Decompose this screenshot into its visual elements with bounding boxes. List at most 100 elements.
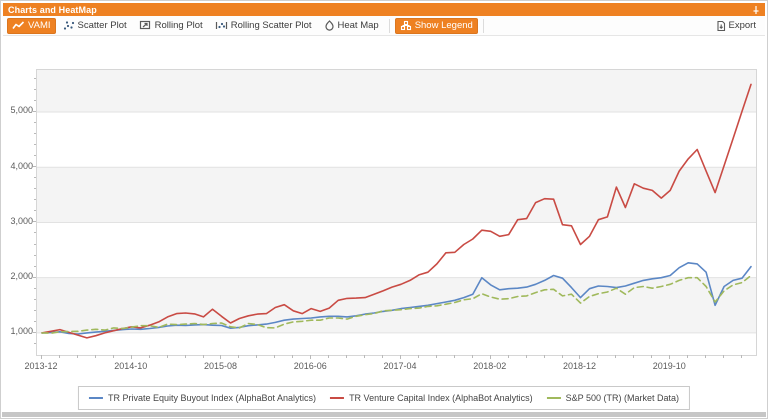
tab-rolling-scatter-plot[interactable]: Rolling Scatter Plot xyxy=(210,18,317,34)
axis-tick-mark xyxy=(525,355,527,358)
axis-tick-mark xyxy=(34,298,36,300)
tab-rolling-scatter-plot-label: Rolling Scatter Plot xyxy=(230,20,312,31)
axis-tick-label: 2018-02 xyxy=(473,361,507,371)
tab-vami[interactable]: VAMI xyxy=(7,17,56,34)
title-bar: Charts and HeatMap xyxy=(3,3,765,16)
plot-area[interactable] xyxy=(36,69,757,356)
line-chart-icon xyxy=(12,20,25,31)
axis-tick-label: 2,000 xyxy=(10,271,33,282)
axis-tick-mark xyxy=(34,309,36,311)
axis-tick-mark xyxy=(220,355,222,359)
axis-tick-mark xyxy=(33,331,36,333)
axis-tick-mark xyxy=(34,99,36,101)
axis-tick-mark xyxy=(561,355,563,358)
rolling-plot-icon xyxy=(139,20,152,31)
axis-tick-mark xyxy=(34,243,36,245)
axis-tick-mark xyxy=(130,355,132,359)
axis-tick-mark xyxy=(471,355,473,358)
axis-tick-mark xyxy=(399,355,401,359)
axis-tick-mark xyxy=(34,287,36,289)
legend-marker-green xyxy=(546,397,561,399)
rolling-scatter-plot-icon xyxy=(215,20,228,31)
axis-tick-mark xyxy=(579,355,581,359)
axis-tick-mark xyxy=(382,355,384,358)
axis-tick-mark xyxy=(202,355,204,358)
legend-marker-blue xyxy=(88,397,103,399)
chart-panel: 1,000 2,000 3,000 4,000 5,000 2013-12 2014-10 2… xyxy=(3,37,765,411)
axis-tick-mark xyxy=(58,355,60,358)
legend-item-pe-buyout: TR Private Equity Buyout Index (AlphaBot… xyxy=(88,393,317,403)
tab-scatter-plot-label: Scatter Plot xyxy=(77,20,127,31)
axis-tick-mark xyxy=(364,355,366,358)
axis-tick-label: 2019-10 xyxy=(652,361,686,371)
tab-scatter-plot[interactable]: Scatter Plot xyxy=(58,18,132,34)
axis-tick-label: 2018-12 xyxy=(562,361,596,371)
axis-tick-mark xyxy=(687,355,689,358)
axis-tick-label: 2015-08 xyxy=(203,361,237,371)
axis-tick-mark xyxy=(310,355,312,359)
axis-tick-label: 5,000 xyxy=(10,105,33,116)
axis-tick-mark xyxy=(34,265,36,267)
show-legend-icon xyxy=(400,20,412,31)
toolbar-separator xyxy=(482,18,484,33)
axis-tick-mark xyxy=(41,355,42,359)
axis-tick-label: 2014-10 xyxy=(114,361,148,371)
axis-tick-mark xyxy=(669,355,671,359)
scatter-plot-icon xyxy=(63,20,75,31)
axis-tick-label: 2016-06 xyxy=(293,361,327,371)
axis-tick-mark xyxy=(597,355,599,358)
plot-svg xyxy=(37,70,756,339)
chart-legend: TR Private Equity Buyout Index (AlphaBot… xyxy=(77,386,691,410)
axis-tick-mark xyxy=(543,355,545,358)
axis-tick-mark xyxy=(489,355,491,359)
toggle-show-legend[interactable]: Show Legend xyxy=(394,17,478,34)
axis-tick-mark xyxy=(274,355,276,358)
axis-tick-label: 2013-12 xyxy=(24,361,58,371)
axis-tick-mark xyxy=(34,155,36,157)
axis-tick-mark xyxy=(148,355,150,358)
axis-tick-mark xyxy=(346,355,348,358)
heat-map-icon xyxy=(324,20,335,31)
export-icon xyxy=(716,20,726,32)
axis-tick-mark xyxy=(94,355,96,358)
export-button-label: Export xyxy=(728,20,756,31)
window-bottom-edge[interactable] xyxy=(2,412,766,417)
axis-tick-mark xyxy=(417,355,419,358)
axis-tick-mark xyxy=(507,355,509,358)
chart-toolbar: VAMI Scatter Plot Rolling Plot xyxy=(3,16,765,36)
axis-tick-mark xyxy=(651,355,653,358)
axis-tick-label: 1,000 xyxy=(10,326,33,337)
axis-tick-mark xyxy=(615,355,617,358)
tab-heat-map[interactable]: Heat Map xyxy=(319,18,384,34)
tab-vami-label: VAMI xyxy=(28,20,51,31)
axis-tick-mark xyxy=(723,355,725,358)
axis-tick-mark xyxy=(633,355,635,358)
axis-tick-mark xyxy=(34,88,36,90)
axis-tick-mark xyxy=(328,355,330,358)
axis-tick-mark xyxy=(34,320,36,322)
legend-item-sp500: S&P 500 (TR) (Market Data) xyxy=(546,393,680,403)
axis-tick-mark xyxy=(705,355,707,358)
toolbar-separator xyxy=(388,18,390,33)
axis-tick-mark xyxy=(34,210,36,212)
window-title: Charts and HeatMap xyxy=(8,4,97,15)
axis-tick-label: 2017-04 xyxy=(383,361,417,371)
axis-tick-label: 4,000 xyxy=(10,160,33,171)
axis-tick-mark xyxy=(238,355,240,358)
tab-rolling-plot-label: Rolling Plot xyxy=(154,20,203,31)
legend-label: TR Private Equity Buyout Index (AlphaBot… xyxy=(107,393,317,403)
vami-chart: 1,000 2,000 3,000 4,000 5,000 2013-12 2014-10 2… xyxy=(3,37,765,411)
export-button[interactable]: Export xyxy=(711,18,761,34)
axis-tick-label: 3,000 xyxy=(10,215,33,226)
pin-icon[interactable] xyxy=(752,5,760,15)
axis-tick-mark xyxy=(435,355,437,358)
legend-label: TR Venture Capital Index (AlphaBot Analy… xyxy=(349,393,533,403)
legend-label: S&P 500 (TR) (Market Data) xyxy=(565,393,680,403)
axis-tick-mark xyxy=(741,355,743,358)
axis-tick-mark xyxy=(256,355,258,358)
axis-tick-mark xyxy=(33,166,36,168)
tab-rolling-plot[interactable]: Rolling Plot xyxy=(134,18,208,34)
axis-tick-mark xyxy=(34,188,36,190)
toggle-show-legend-label: Show Legend xyxy=(414,20,473,31)
